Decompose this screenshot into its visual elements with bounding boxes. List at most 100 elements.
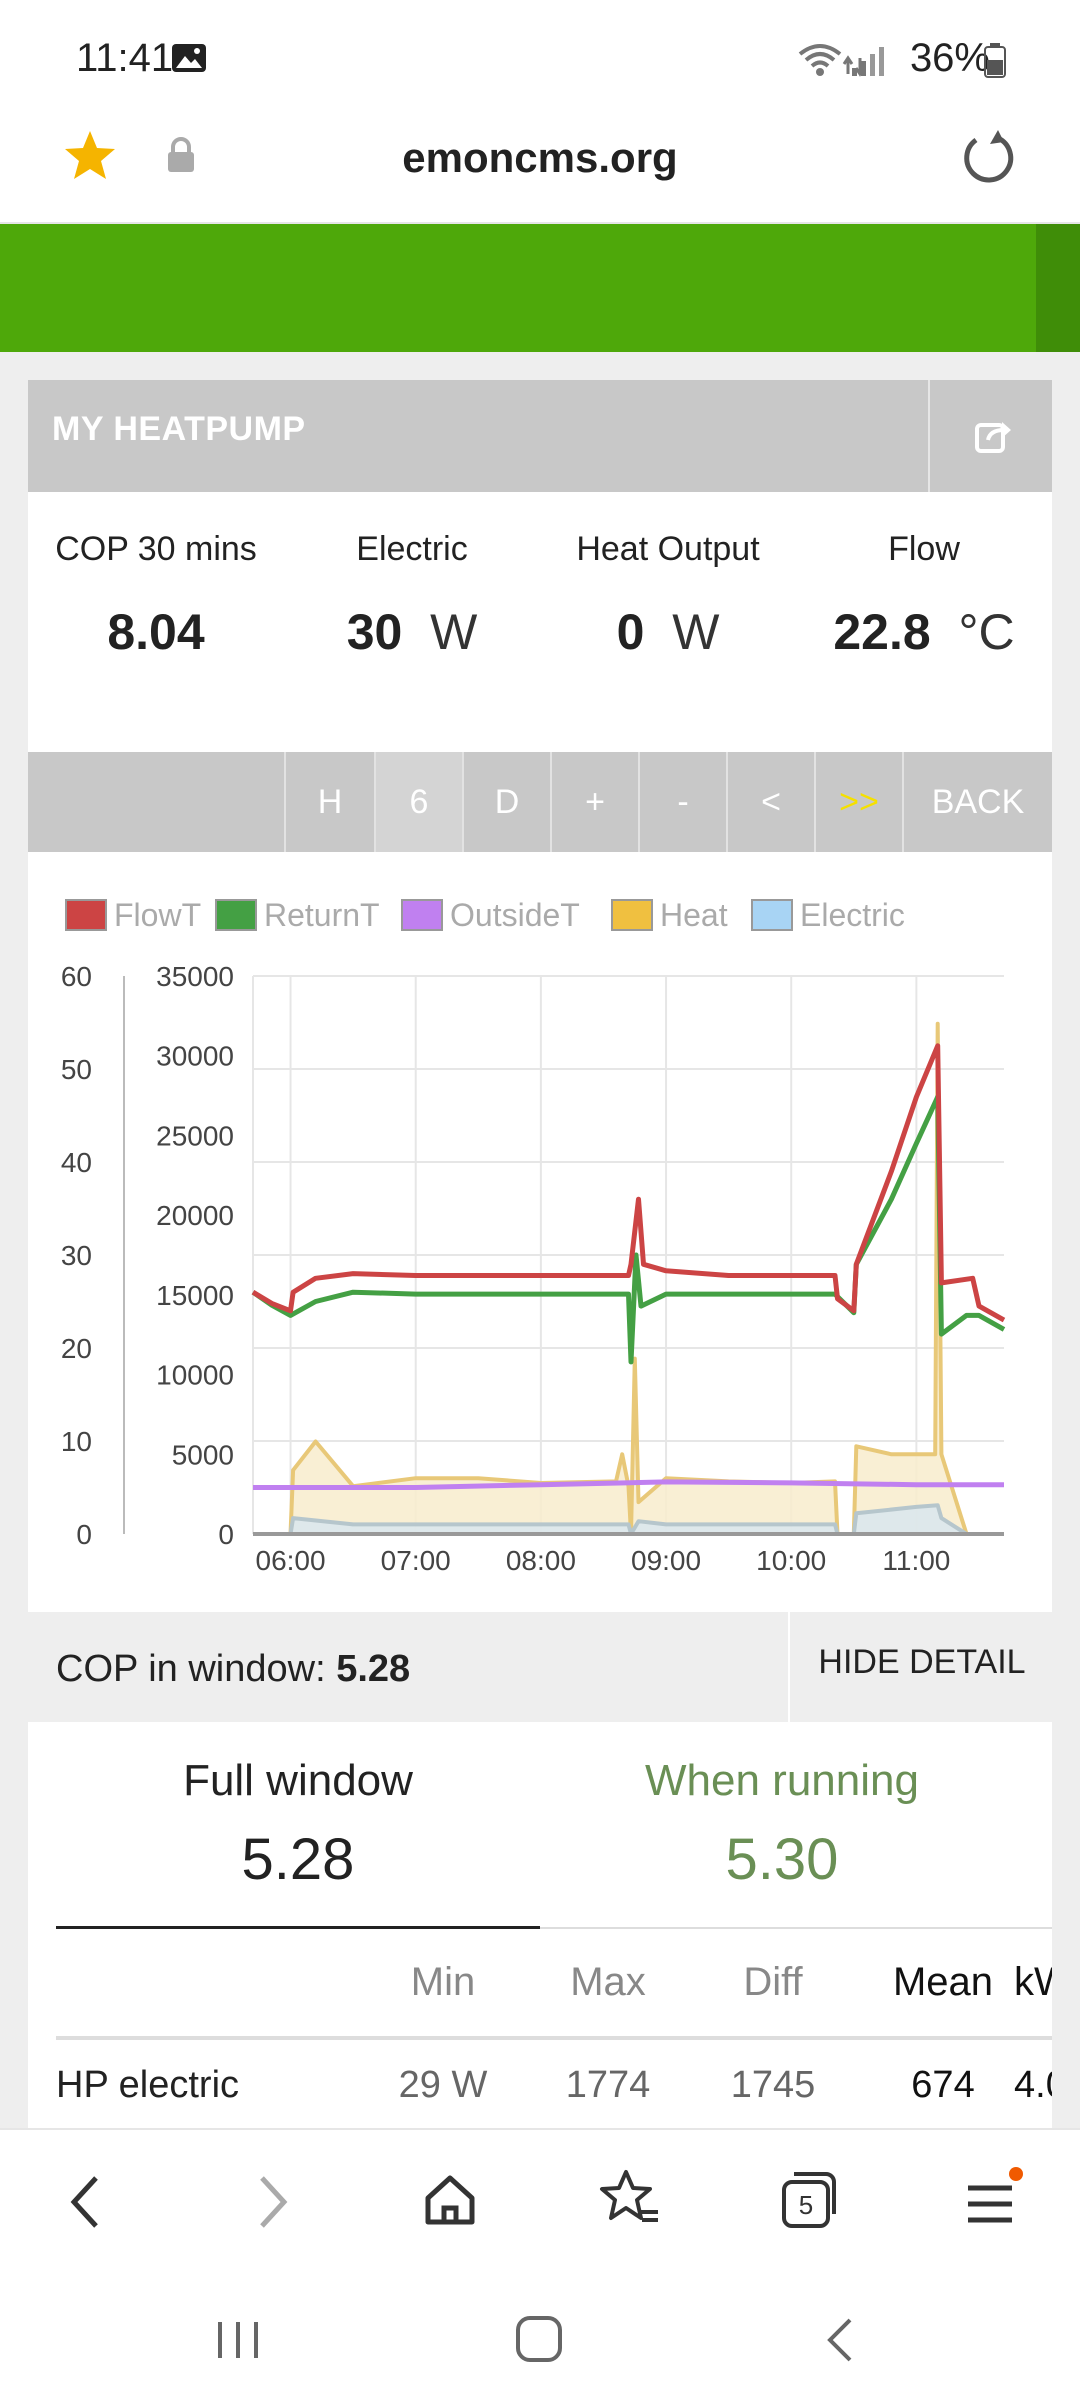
panel-title: MY HEATPUMP [52,410,306,448]
x-tick-label: 11:00 [882,1545,950,1576]
tab-when-running[interactable]: When running 5.30 [540,1756,1024,1893]
stat-label: Heat Output [576,530,760,568]
zoom-in-button[interactable]: + [550,752,638,852]
reload-icon[interactable] [958,128,1018,188]
back-icon[interactable] [66,2172,106,2232]
legend-label-returnt: ReturnT [264,897,380,933]
series-outsidet-line [253,1479,1004,1490]
y-axis-left: 0 10 20 30 40 50 60 [61,961,125,1550]
heatpump-chart[interactable]: FlowT ReturnT OutsideT Heat Electric 0 10 20 30… [28,864,1052,1604]
legend-label-electric: Electric [800,897,905,933]
y-left-tick-label: 20 [61,1333,92,1364]
legend-swatch-returnt [215,899,257,931]
browser-address-bar: emoncms.org [0,110,1080,224]
stat-value: 8.04 [107,604,205,660]
hide-detail-button[interactable]: HIDE DETAIL [788,1612,1052,1722]
tab-value: 5.28 [241,1827,355,1892]
y-axis-right: 0 5000 10000 15000 20000 25000 30000 35000 [156,961,234,1550]
tab-label: Full window [183,1756,413,1805]
legend-swatch-flowt [65,899,107,931]
hour-button[interactable]: H [284,752,374,852]
col-header-max: Max [570,1960,646,2004]
home-icon[interactable] [420,2170,480,2230]
series-electric-line [253,1503,1004,1536]
system-nav-bar [0,2270,1080,2400]
url-domain[interactable]: emoncms.org [402,134,678,181]
recent-apps-icon[interactable] [214,2318,264,2362]
cop-window-text: COP in window: 5.28 [56,1648,410,1691]
stat-unit: W [430,604,478,660]
legend-label-heat: Heat [660,897,728,933]
y-right-tick-label: 5000 [172,1439,234,1470]
y-right-tick-label: 30000 [156,1041,234,1072]
series-electric-area [253,1505,1004,1534]
star-bookmark-icon[interactable] [62,128,118,184]
day-button[interactable]: D [462,752,550,852]
stat-value: 0 [616,604,645,660]
y-right-tick-label: 25000 [156,1120,234,1151]
series-heat-area [253,1023,1004,1534]
x-tick-label: 08:00 [506,1545,576,1576]
share-icon [975,422,1011,453]
home-button-icon[interactable] [514,2314,566,2366]
stat-flow: Flow 22.8 °C [796,530,1052,661]
cell-kw: 4.0 [1014,2064,1052,2106]
stat-unit: °C [958,604,1015,660]
share-button[interactable] [928,380,1052,492]
legend-swatch-electric [751,899,793,931]
stat-label: Electric [356,530,468,568]
x-tick-label: 09:00 [631,1545,701,1576]
y-right-tick-label: 20000 [156,1200,234,1231]
cop-summary-bar: COP in window: 5.28 HIDE DETAIL [28,1612,1052,1722]
y-left-tick-label: 0 [76,1519,92,1550]
legend-label-outsidet: OutsideT [450,897,580,933]
cell-max: 1774 [565,2064,651,2106]
bookmarks-icon[interactable] [598,2168,662,2232]
x-tick-label: 10:00 [756,1545,826,1576]
browser-bottom-nav: 5 [0,2128,1080,2272]
legend-swatch-heat [611,899,653,931]
pan-right-end-button[interactable]: >> [814,752,902,852]
six-hour-button[interactable]: 6 [374,752,462,852]
col-header-kw: kW [1014,1960,1052,2004]
y-right-tick-label: 15000 [156,1280,234,1311]
gallery-notification-icon [172,44,206,72]
system-back-icon[interactable] [822,2316,862,2366]
y-left-tick-label: 10 [61,1426,92,1457]
col-header-diff: Diff [743,1960,803,2004]
series-flowt-line [251,1043,1006,1323]
tab-full-window[interactable]: Full window 5.28 [56,1756,540,1893]
pan-left-button[interactable]: < [726,752,814,852]
status-bar: 11:41 36% [0,0,1080,110]
chart-grid [252,975,1004,1535]
y-left-tick-label: 60 [61,961,92,992]
stat-heat-output: Heat Output 0 W [540,530,796,661]
stat-cop-30-mins: COP 30 mins 8.04 [28,530,284,661]
back-button[interactable]: BACK [902,752,1052,852]
header-edge [1036,224,1080,352]
stat-label: COP 30 mins [55,530,257,568]
y-right-tick-label: 0 [218,1519,234,1550]
tabs-icon[interactable]: 5 [778,2168,842,2232]
cell-min: 29 W [398,2064,488,2106]
cell-diff: 1745 [730,2064,816,2106]
x-axis: 06:00 07:00 08:00 09:00 10:00 11:00 [256,1545,951,1576]
signal-icon [852,47,884,76]
y-right-tick-label: 35000 [156,961,234,992]
heatpump-app: MY HEATPUMP COP 30 mins 8.04 Electric 30… [28,380,1052,2128]
battery-percent: 36% [909,36,990,80]
cop-window-label: COP in window: [56,1648,326,1690]
chart-legend: FlowT ReturnT OutsideT Heat Electric [65,897,905,933]
legend-label-flowt: FlowT [114,897,201,933]
chart-toolbar: H 6 D + - < >> BACK [28,752,1052,852]
x-tick-label: 06:00 [256,1545,326,1576]
battery-icon [984,43,1006,78]
col-header-mean: Mean [892,1960,994,2004]
legend-swatch-outsidet [401,899,443,931]
forward-icon[interactable] [252,2172,292,2232]
x-tick-label: 07:00 [381,1545,451,1576]
zoom-out-button[interactable]: - [638,752,726,852]
lock-icon [168,137,194,172]
menu-icon[interactable] [960,2166,1024,2230]
cop-window-value: 5.28 [336,1648,411,1690]
